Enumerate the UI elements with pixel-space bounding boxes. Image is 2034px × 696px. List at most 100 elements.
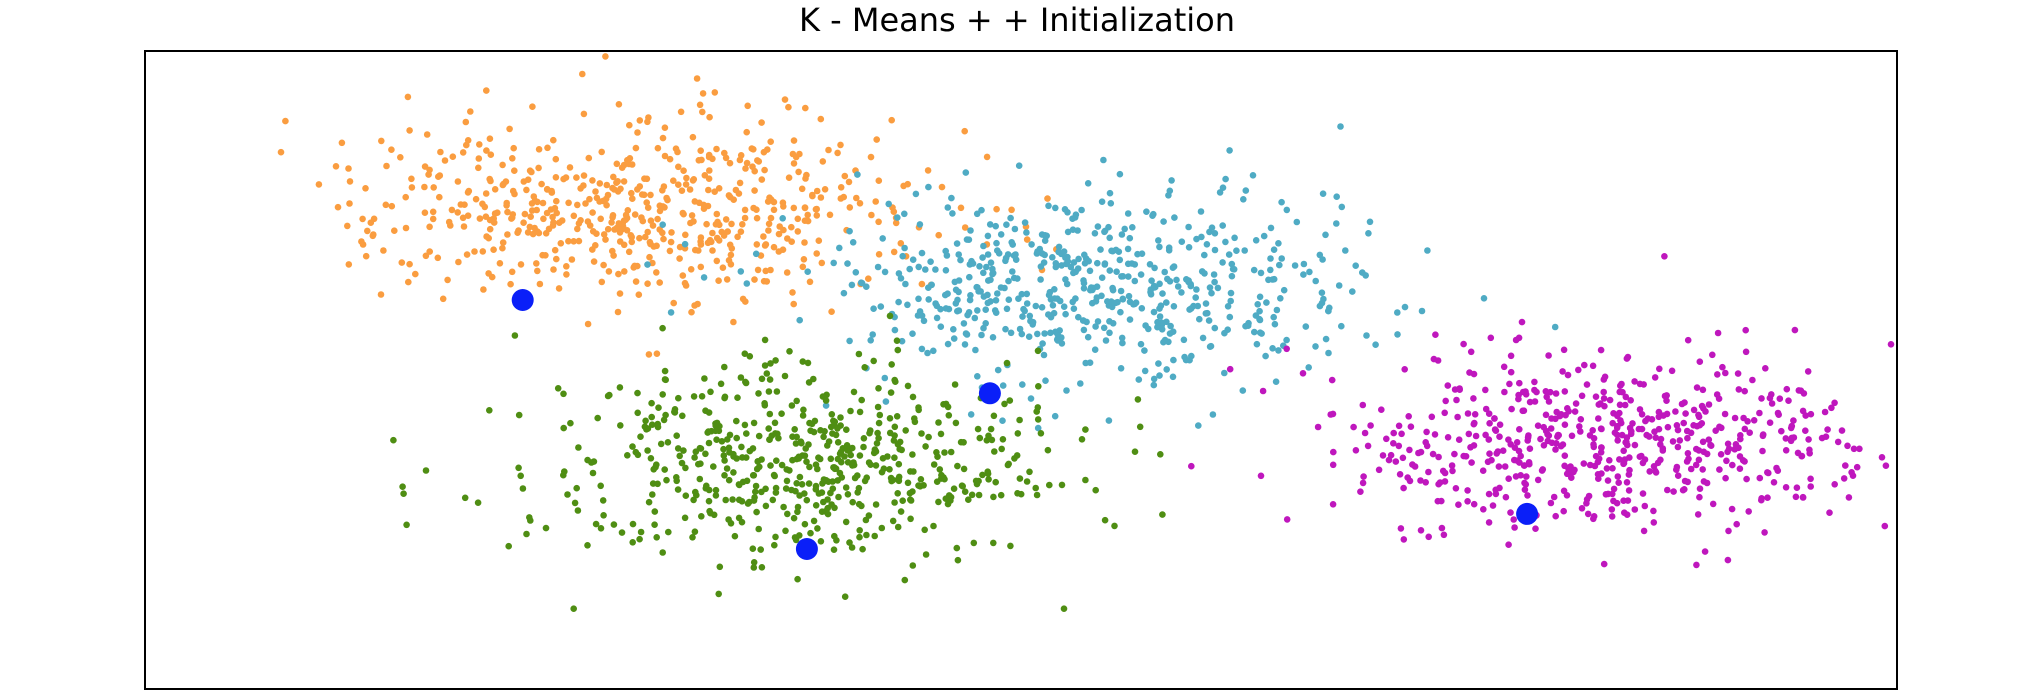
data-point (1060, 303, 1068, 311)
data-point (1001, 400, 1008, 408)
data-point (1283, 345, 1290, 353)
data-point (901, 210, 908, 218)
data-point (539, 251, 546, 259)
data-point (1106, 329, 1113, 337)
data-point (1009, 268, 1016, 275)
data-point (841, 453, 848, 460)
data-point (897, 240, 905, 247)
data-point (888, 477, 895, 485)
data-point (1392, 458, 1400, 465)
data-point (616, 290, 624, 297)
data-point (974, 307, 981, 314)
data-point (1037, 430, 1045, 437)
data-point (895, 298, 902, 306)
data-point (989, 269, 997, 277)
data-point (815, 454, 822, 462)
data-point (741, 350, 749, 358)
data-point (406, 260, 413, 268)
data-point (770, 206, 778, 214)
data-point (1759, 431, 1767, 438)
data-point (1882, 462, 1890, 470)
data-point (1568, 474, 1575, 482)
data-point (631, 211, 639, 218)
data-point (1069, 298, 1076, 306)
data-point (737, 228, 745, 235)
data-point (526, 514, 533, 521)
data-point (494, 209, 501, 216)
data-point (763, 370, 771, 377)
data-point (1201, 270, 1208, 277)
data-point (1511, 456, 1518, 464)
data-point (654, 144, 662, 152)
data-point (653, 461, 660, 469)
data-point (1163, 299, 1170, 306)
data-point (734, 394, 741, 402)
data-point (1467, 348, 1475, 356)
data-point (886, 312, 894, 320)
data-point (948, 194, 955, 202)
data-point (1342, 247, 1349, 254)
data-point (1359, 269, 1366, 276)
data-point (955, 251, 962, 258)
data-point (629, 520, 637, 528)
data-point (1768, 400, 1776, 407)
data-point (1101, 227, 1109, 235)
data-point (843, 426, 850, 434)
data-point (713, 145, 720, 153)
data-point (1407, 423, 1415, 431)
data-point (1465, 430, 1473, 438)
data-point (1121, 225, 1128, 233)
data-point (580, 182, 587, 189)
data-point (465, 187, 473, 195)
data-point (1208, 289, 1215, 297)
data-point (1614, 412, 1621, 420)
data-point (789, 289, 796, 296)
data-point (1156, 313, 1164, 320)
data-point (1656, 365, 1663, 373)
data-point (894, 346, 902, 354)
data-point (421, 163, 429, 170)
data-point (999, 436, 1007, 443)
data-point (334, 203, 342, 211)
data-point (705, 186, 712, 194)
data-point (574, 225, 581, 233)
data-point (1141, 367, 1149, 375)
data-point (768, 432, 776, 440)
data-point (1084, 180, 1092, 187)
data-point (1045, 202, 1052, 210)
data-point (408, 184, 416, 191)
data-point (1775, 411, 1782, 419)
data-point (610, 521, 618, 528)
data-point (1046, 481, 1053, 489)
data-point (712, 486, 720, 494)
data-point (1352, 262, 1359, 270)
data-point (827, 455, 835, 463)
data-point (618, 164, 626, 171)
data-point (1005, 460, 1012, 468)
data-point (1448, 462, 1456, 469)
data-point (896, 445, 903, 453)
data-point (689, 177, 697, 184)
data-point (696, 101, 704, 109)
data-point (957, 204, 965, 212)
data-point (918, 345, 926, 353)
data-point (1219, 222, 1226, 229)
data-point (1150, 381, 1158, 389)
data-point (651, 508, 659, 515)
data-point (1018, 290, 1026, 298)
data-point (1651, 467, 1659, 475)
data-point (1701, 548, 1709, 555)
data-point (1547, 499, 1555, 507)
data-point (856, 452, 864, 459)
data-point (1240, 196, 1247, 203)
data-point (1441, 469, 1449, 477)
data-point (1071, 214, 1079, 221)
data-point (1486, 450, 1493, 458)
data-point (849, 498, 856, 506)
data-point (1185, 278, 1192, 286)
data-point (1137, 340, 1145, 348)
data-point (830, 259, 837, 267)
data-point (679, 412, 686, 420)
data-point (1360, 473, 1367, 480)
data-point (678, 459, 686, 467)
